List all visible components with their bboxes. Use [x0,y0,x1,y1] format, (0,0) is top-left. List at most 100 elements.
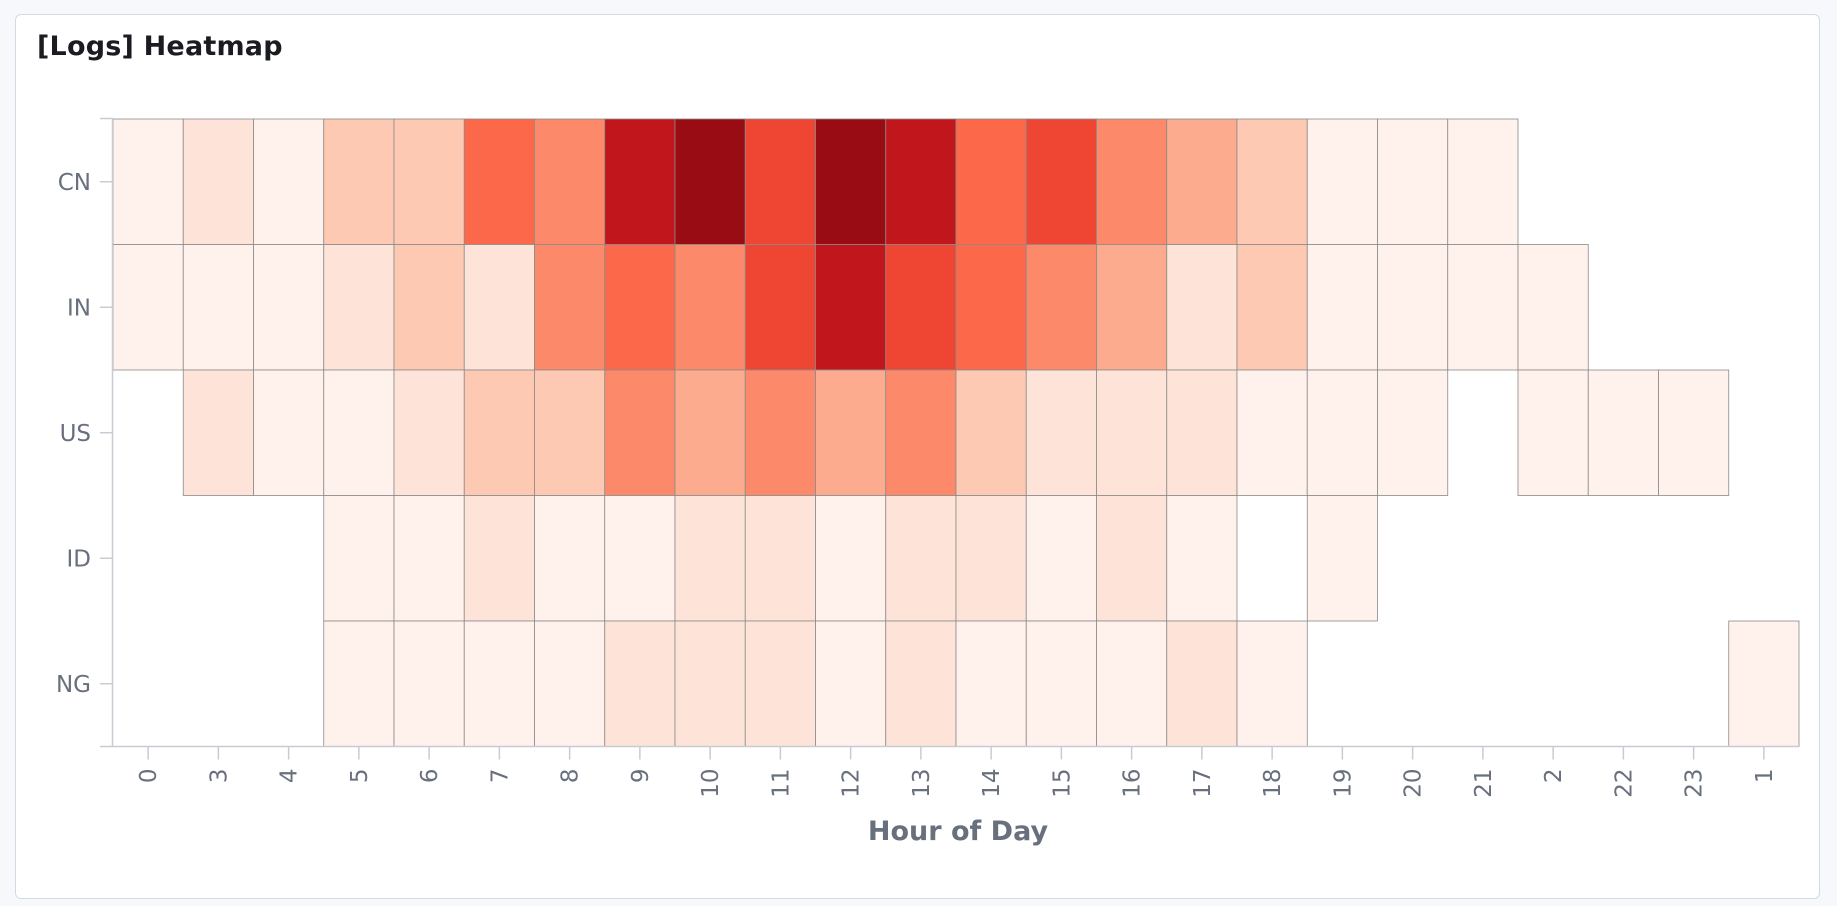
heatmap-cell[interactable] [463,495,535,622]
heatmap-cell[interactable] [885,118,957,245]
heatmap-cell[interactable] [323,620,395,747]
heatmap-cell[interactable] [1166,118,1238,245]
heatmap-cell[interactable] [1517,369,1589,496]
heatmap-cell[interactable] [323,495,395,622]
heatmap-cell[interactable] [393,620,465,747]
heatmap-cell[interactable] [1377,369,1449,496]
heatmap-cell[interactable] [1306,369,1378,496]
heatmap-cell[interactable] [744,620,816,747]
heatmap-cell[interactable] [744,369,816,496]
heatmap-cell[interactable] [393,244,465,371]
heatmap-cell[interactable] [674,118,746,245]
heatmap-cell[interactable] [112,244,184,371]
heatmap-cell[interactable] [253,369,325,496]
heatmap-cell[interactable] [1447,118,1519,245]
heatmap-cell[interactable] [534,620,606,747]
heatmap-cell[interactable] [463,369,535,496]
heatmap-cell[interactable] [323,244,395,371]
heatmap-cell[interactable] [604,244,676,371]
heatmap-cell[interactable] [955,118,1027,245]
heatmap-cell[interactable] [182,118,254,245]
heatmap-cell[interactable] [1306,495,1378,622]
heatmap-cell[interactable] [885,369,957,496]
heatmap-cell[interactable] [955,620,1027,747]
heatmap-cell[interactable] [744,244,816,371]
heatmap-cell[interactable] [604,369,676,496]
heatmap-cell[interactable] [885,620,957,747]
heatmap-cell[interactable] [815,620,887,747]
heatmap-cell[interactable] [1166,495,1238,622]
heatmap-cell[interactable] [815,369,887,496]
x-tick-label: 20 [1401,769,1427,798]
heatmap-cell[interactable] [534,369,606,496]
heatmap-cell[interactable] [1728,620,1800,747]
heatmap-cell[interactable] [955,495,1027,622]
heatmap-cell[interactable] [1517,244,1589,371]
x-tick-label: 19 [1330,769,1356,798]
heatmap-cell[interactable] [955,369,1027,496]
heatmap-cell[interactable] [393,495,465,622]
heatmap-cell[interactable] [463,118,535,245]
x-tick-label: 21 [1471,769,1497,798]
heatmap-cell[interactable] [1587,369,1659,496]
heatmap-cell[interactable] [253,118,325,245]
heatmap-cell[interactable] [815,495,887,622]
heatmap-cell[interactable] [1236,118,1308,245]
heatmap-cell[interactable] [955,244,1027,371]
x-tick-label: 2 [1541,769,1567,784]
heatmap-cell[interactable] [1025,620,1097,747]
heatmap-cell[interactable] [1377,244,1449,371]
heatmap-cell[interactable] [463,244,535,371]
heatmap-cell[interactable] [1166,369,1238,496]
heatmap-cell[interactable] [393,118,465,245]
heatmap-cell[interactable] [1306,244,1378,371]
heatmap-cell[interactable] [463,620,535,747]
heatmap-cell[interactable] [1166,244,1238,371]
x-tick-label: 18 [1260,769,1286,798]
heatmap-cell[interactable] [534,118,606,245]
heatmap-cell[interactable] [744,118,816,245]
heatmap-cell[interactable] [1096,369,1168,496]
heatmap-cell[interactable] [674,369,746,496]
heatmap-cell[interactable] [885,244,957,371]
heatmap-cell[interactable] [323,369,395,496]
heatmap-cell[interactable] [323,118,395,245]
heatmap-cell[interactable] [674,495,746,622]
heatmap-cell[interactable] [1447,244,1519,371]
heatmap-cell[interactable] [182,369,254,496]
heatmap-cell[interactable] [744,495,816,622]
heatmap-cell[interactable] [1236,244,1308,371]
heatmap-cell[interactable] [1025,244,1097,371]
heatmap-cell[interactable] [534,495,606,622]
heatmap-cell[interactable] [885,495,957,622]
heatmap-cell[interactable] [604,620,676,747]
x-tick-label: 16 [1120,769,1146,798]
heatmap-cell[interactable] [674,620,746,747]
heatmap-cell[interactable] [182,244,254,371]
heatmap-cell[interactable] [1025,495,1097,622]
heatmap-cell[interactable] [815,244,887,371]
heatmap-cell[interactable] [534,244,606,371]
heatmap-cell[interactable] [1096,244,1168,371]
heatmap-cell[interactable] [1096,620,1168,747]
x-tick-label: 13 [909,769,935,798]
heatmap-cell[interactable] [1236,369,1308,496]
heatmap-cell[interactable] [1096,118,1168,245]
heatmap-cell[interactable] [604,118,676,245]
heatmap-cell[interactable] [1236,620,1308,747]
heatmap-cell[interactable] [112,118,184,245]
heatmap-cell[interactable] [604,495,676,622]
heatmap-cell[interactable] [674,244,746,371]
heatmap-cell[interactable] [1658,369,1730,496]
heatmap-cell[interactable] [1166,620,1238,747]
x-tick-label: 22 [1611,769,1637,798]
heatmap-cell[interactable] [253,244,325,371]
heatmap-cell[interactable] [393,369,465,496]
heatmap-cell[interactable] [815,118,887,245]
heatmap-cell[interactable] [1025,369,1097,496]
heatmap-cell[interactable] [1377,118,1449,245]
x-tick-label: 5 [347,769,373,784]
heatmap-cell[interactable] [1306,118,1378,245]
heatmap-cell[interactable] [1096,495,1168,622]
heatmap-cell[interactable] [1025,118,1097,245]
